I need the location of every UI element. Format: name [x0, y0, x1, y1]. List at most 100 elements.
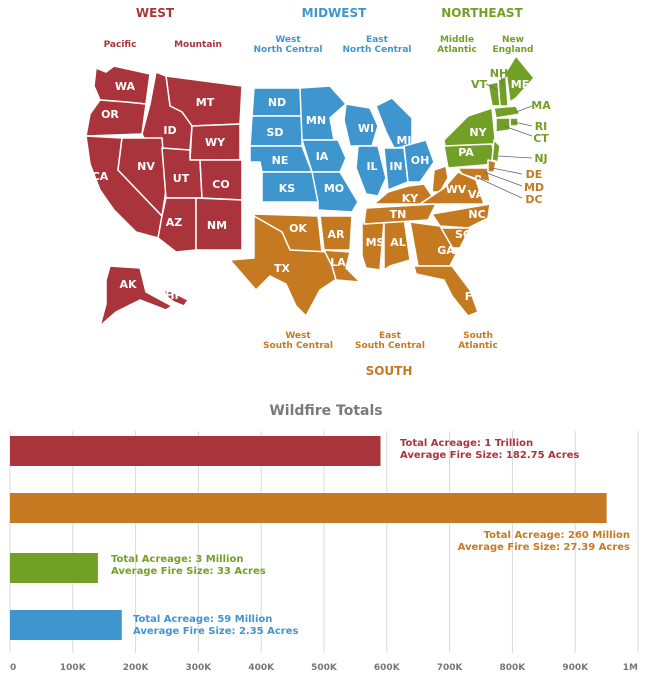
state-label-nj: NJ — [534, 152, 547, 165]
state-shape-ma — [493, 105, 521, 119]
state-label-in: IN — [389, 160, 402, 173]
state-label-nm: NM — [207, 219, 227, 232]
state-label-ia: IA — [316, 150, 329, 163]
division-label-line: South — [463, 331, 493, 341]
division-label: South Atlantic — [458, 331, 498, 351]
division-label-line: East — [366, 35, 389, 45]
division-label: West South Central — [263, 331, 333, 351]
x-tick-label: 1M — [623, 663, 638, 673]
state-label-me: ME — [511, 78, 529, 91]
state-label-sd: SD — [266, 126, 283, 139]
state-shape-oh — [403, 139, 435, 183]
division-label: West North Central — [253, 35, 322, 55]
region-title-midwest: MIDWEST — [302, 6, 367, 20]
chart-title: Wildfire Totals — [269, 403, 382, 419]
x-tick-label: 500K — [311, 663, 338, 673]
state-shape-wv — [431, 165, 449, 193]
state-shape-nc — [431, 203, 491, 229]
state-label-wv: WV — [446, 183, 467, 196]
leader-lines — [477, 73, 533, 199]
state-label-tn: TN — [390, 208, 407, 221]
state-label-ca: CA — [92, 170, 109, 183]
bar-annotation-3: Average Fire Size: 2.35 Acres — [133, 626, 298, 637]
state-label-mi: MI — [396, 134, 411, 147]
state-shape-de — [487, 159, 497, 173]
state-label-mo: MO — [324, 182, 344, 195]
division-label-line: Atlantic — [437, 45, 477, 55]
state-label-or: OR — [101, 108, 119, 121]
state-shape-mn — [299, 85, 347, 141]
division-label-line: New — [502, 35, 524, 45]
state-label-fl: FL — [465, 290, 480, 303]
state-shape-ia — [301, 139, 347, 173]
state-label-mn: MN — [306, 114, 326, 127]
state-label-dc: DC — [525, 193, 542, 206]
division-label: Mountain — [174, 40, 222, 50]
state-shape-la — [323, 249, 361, 283]
state-label-de: DE — [526, 168, 543, 181]
bar-annotation-0: Total Acreage: 1 Trillion — [400, 438, 533, 449]
division-label: Middle Atlantic — [437, 35, 477, 55]
state-shape-ga — [409, 221, 457, 267]
region-title-south: SOUTH — [366, 364, 413, 378]
x-tick-label: 200K — [123, 663, 150, 673]
state-shape-mo — [311, 171, 359, 213]
state-label-ne: NE — [272, 154, 289, 167]
bar-1 — [10, 493, 607, 523]
state-label-mt: MT — [196, 96, 215, 109]
bar-annotation-0: Average Fire Size: 182.75 Acres — [400, 450, 579, 461]
bar-annotation-2: Average Fire Size: 33 Acres — [111, 566, 266, 577]
state-label-pa: PA — [458, 146, 474, 159]
state-label-co: CO — [212, 178, 229, 191]
state-shape-ar — [319, 215, 353, 251]
state-label-ok: OK — [289, 222, 307, 235]
wildfire-bar-chart: Wildfire Totals Total Acreage: 1 Trillio… — [9, 403, 639, 673]
region-title-northeast: NORTHEAST — [441, 6, 523, 20]
state-label-ri: RI — [535, 120, 548, 133]
state-shape-hi — [163, 289, 189, 307]
state-label-nc: NC — [468, 208, 485, 221]
division-label-line: East — [379, 331, 402, 341]
state-shape-nm — [195, 197, 243, 251]
bar-2 — [10, 553, 98, 583]
division-label-line: Middle — [440, 35, 474, 45]
state-shape-il — [355, 145, 387, 197]
division-label-line: Mountain — [174, 40, 222, 50]
state-label-ms: MS — [366, 236, 385, 249]
bar-annotation-3: Total Acreage: 59 Million — [133, 614, 272, 625]
division-label-line: West — [275, 35, 301, 45]
state-shape-me — [505, 55, 535, 103]
state-label-il: IL — [366, 160, 377, 173]
division-label-line: Atlantic — [458, 341, 498, 351]
state-shape-tn — [363, 203, 437, 225]
state-label-wa: WA — [115, 80, 136, 93]
state-shape-ct — [495, 117, 511, 133]
bar-annotation-1: Total Acreage: 260 Million — [484, 530, 630, 541]
division-label: New England — [492, 35, 533, 55]
state-label-al: AL — [390, 236, 406, 249]
state-label-tx: TX — [274, 262, 291, 275]
division-label: Pacific — [104, 40, 137, 50]
division-label-line: North Central — [342, 45, 411, 55]
bar-annotation-1: Average Fire Size: 27.39 Acres — [458, 542, 630, 553]
x-tick-label: 100K — [60, 663, 87, 673]
state-label-sc: SC — [455, 228, 471, 241]
x-tick-label: 800K — [500, 663, 527, 673]
x-tick-label: 600K — [374, 663, 401, 673]
division-label-line: England — [492, 45, 533, 55]
state-label-ks: KS — [279, 182, 296, 195]
state-shape-tx — [229, 215, 339, 317]
state-label-md: MD — [524, 181, 544, 194]
x-tick-label: 400K — [248, 663, 275, 673]
state-label-ut: UT — [173, 172, 190, 185]
division-label-line: South Central — [263, 341, 333, 351]
division-label-line: West — [285, 331, 311, 341]
state-label-ky: KY — [402, 192, 420, 205]
state-label-wy: WY — [205, 136, 226, 149]
x-tick-label: 900K — [562, 663, 589, 673]
state-label-hi: HI — [165, 289, 178, 302]
bar-annotation-2: Total Acreage: 3 Million — [111, 554, 243, 565]
bar-0 — [10, 436, 381, 466]
bar-3 — [10, 610, 122, 640]
x-tick-label: 300K — [186, 663, 213, 673]
